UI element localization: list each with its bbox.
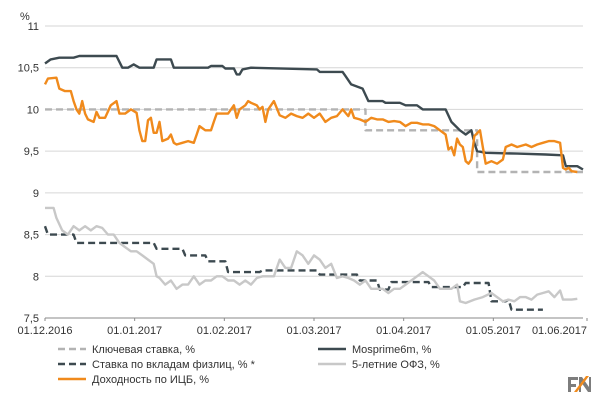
legend-label: Ключевая ставка, % (92, 344, 195, 356)
x-tick-label: 01.01.2017 (107, 325, 162, 337)
x-tick-label: 01.12.2016 (17, 325, 72, 337)
x-tick-label: 01.03.2017 (286, 325, 341, 337)
series-line-5 (43, 76, 578, 174)
logo-accent-stroke (574, 376, 589, 392)
x-tick-label: 01.06.2017 (532, 325, 587, 337)
x-axis-ticks: 01.12.2016 01.01.2017 01.02.2017 01.03.2017… (17, 318, 588, 337)
y-tick-label: 10,5 (18, 63, 39, 75)
x-tick-label: 01.02.2017 (197, 325, 252, 337)
y-tick-label: 7,5 (24, 313, 39, 325)
y-tick-label: 8,5 (24, 230, 39, 242)
x-tick-label: 01.05.2017 (466, 325, 521, 337)
y-tick-label: 11 (28, 21, 39, 33)
gridlines (45, 25, 583, 277)
series-line-4 (45, 206, 578, 305)
y-axis-ticks: 7,5 8 8,5 9 9,5 10 10,5 11 (18, 21, 39, 325)
y-tick-label: 9 (33, 188, 39, 200)
legend-label: Доходность по ИЦБ, % (92, 374, 209, 386)
y-tick-label: 10 (27, 104, 39, 116)
legend-label: Mosprime6m, % (352, 344, 432, 356)
y-tick-label: 8 (33, 271, 39, 283)
series-lines (43, 54, 584, 311)
series-line-1 (45, 108, 583, 174)
brand-logo-icon (566, 374, 592, 394)
legend-label: 5-летние ОФЗ, % (352, 359, 440, 371)
y-axis-unit-label: % (20, 11, 30, 23)
series-line-3 (43, 225, 543, 311)
logo-letter-f (568, 377, 578, 392)
logo-letter-n (579, 377, 591, 392)
legend-label: Ставка по вкладам физлиц, % * (92, 359, 256, 371)
legend: Ключевая ставка, % Mosprime6m, % Ставка по… (58, 344, 440, 386)
x-tick-label: 01.04.2017 (376, 325, 431, 337)
y-tick-label: 9,5 (24, 146, 39, 158)
